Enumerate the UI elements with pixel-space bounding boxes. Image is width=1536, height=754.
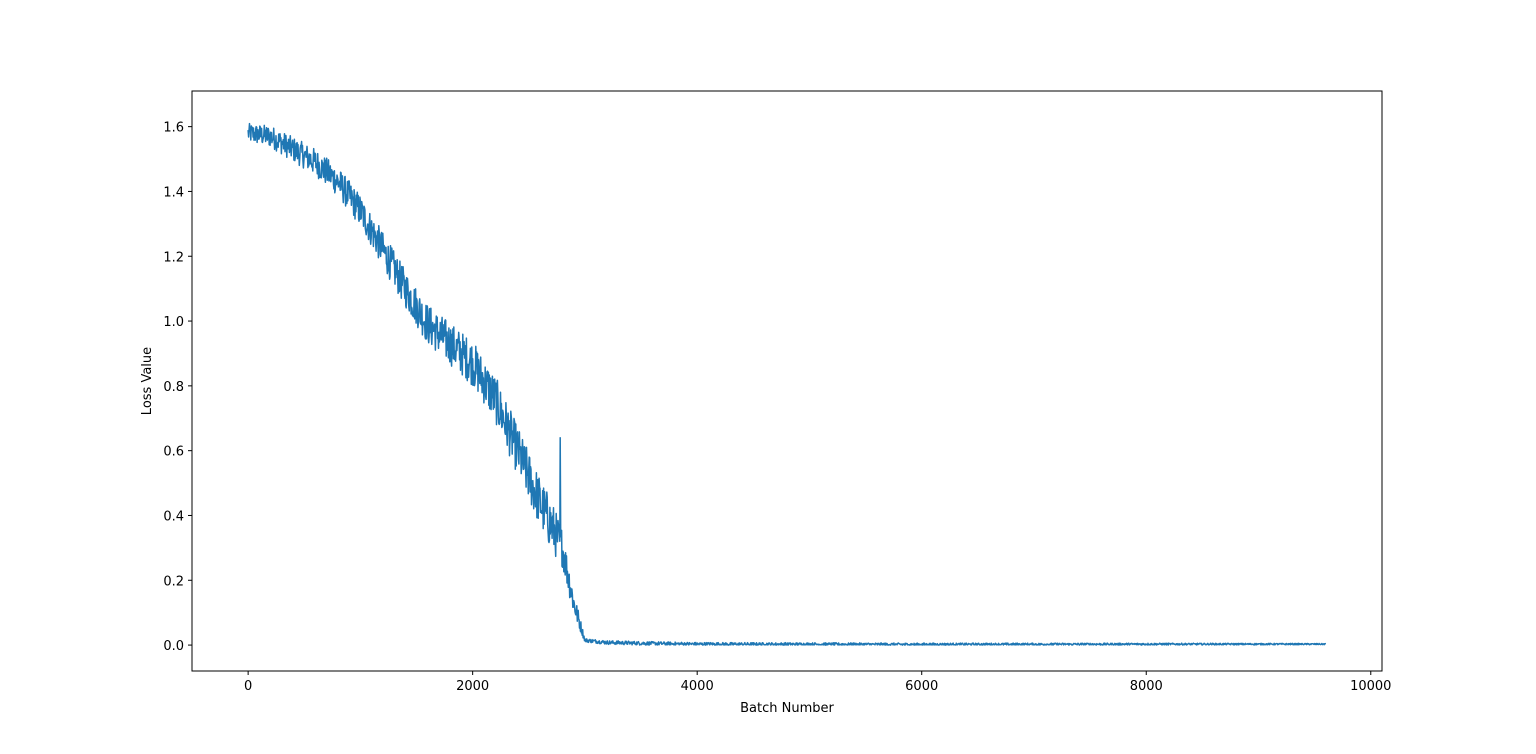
y-tick-label: 1.6 — [163, 121, 184, 136]
y-tick-label: 0.2 — [163, 574, 184, 589]
x-tick-label: 8000 — [1130, 679, 1163, 694]
x-axis-label: Batch Number — [740, 701, 834, 716]
y-tick-label: 1.0 — [163, 315, 184, 330]
plot-area — [192, 91, 1382, 671]
loss-series-line — [247, 122, 1327, 646]
plot-frame — [191, 90, 1383, 672]
y-tick-label: 0.8 — [163, 380, 184, 395]
x-tick-label: 4000 — [681, 679, 714, 694]
x-tick-label: 10000 — [1350, 679, 1391, 694]
x-tick-label: 6000 — [905, 679, 938, 694]
y-tick-label: 0.4 — [163, 509, 184, 524]
series-layer — [247, 122, 1327, 646]
x-tick-label: 0 — [244, 679, 252, 694]
y-tick-label: 1.4 — [163, 185, 184, 200]
y-tick-label: 1.2 — [163, 250, 184, 265]
x-axis: 0 2000 4000 6000 8000 10000 — [244, 671, 1391, 694]
x-tick-label: 2000 — [456, 679, 489, 694]
y-tick-label: 0.6 — [163, 445, 184, 460]
y-tick-label: 0.0 — [163, 639, 184, 654]
y-axis: 0.0 0.2 0.4 0.6 0.8 1.0 1.2 1.4 1.6 — [163, 121, 192, 654]
y-axis-label: Loss Value — [140, 347, 155, 415]
